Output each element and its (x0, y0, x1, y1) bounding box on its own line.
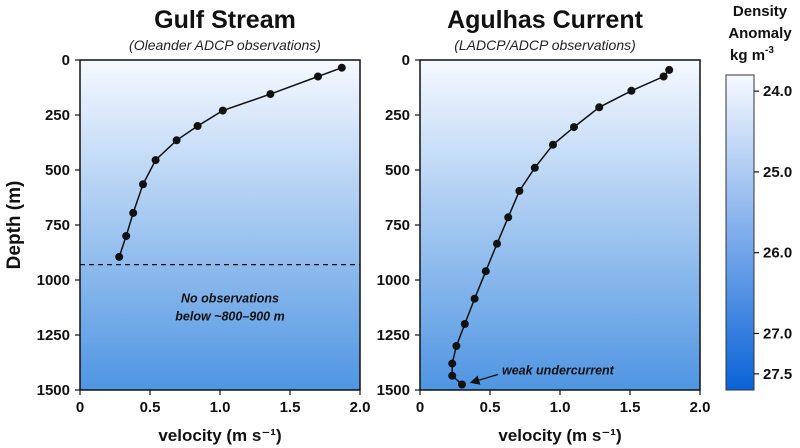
data-point (493, 239, 501, 248)
x-tick-label: 2.0 (690, 399, 711, 416)
data-point (627, 86, 636, 95)
data-point (452, 342, 461, 350)
data-point (172, 136, 181, 145)
data-point (448, 371, 457, 380)
y-tick-label: 0 (402, 52, 410, 69)
data-point (139, 180, 147, 189)
data-point (530, 163, 539, 172)
x-tick-label: 1.0 (210, 399, 231, 416)
colorbar-title-line-3: kg m-3 (730, 45, 774, 64)
y-axis-ticks: 0 250 500 750 1000 1250 1500 (377, 52, 420, 399)
data-point (515, 186, 524, 195)
x-tick-label: 2.0 (350, 399, 371, 416)
y-tick-label: 1500 (37, 382, 70, 399)
data-point (122, 232, 131, 240)
y-tick-label: 1250 (377, 327, 410, 344)
data-point (193, 122, 202, 130)
x-axis-ticks: 0 0.5 1.0 1.5 2.0 (416, 390, 711, 416)
x-tick-label: 0 (76, 399, 84, 416)
data-point (470, 294, 479, 303)
annotation-arrow (469, 373, 499, 385)
colorbar-title-line-1: Density (733, 3, 788, 20)
y-axis-label: Depth (m) (4, 181, 25, 270)
panel-subtitle: (LADCP/ADCP observations) (454, 37, 636, 53)
x-tick-label: 1.0 (550, 399, 571, 416)
density-colorbar: Density Anomaly kg m-3 24.025.026.027.02… (725, 3, 792, 391)
y-tick-label: 500 (385, 162, 410, 179)
x-axis-ticks: 0 0.5 1.0 1.5 2.0 (76, 390, 371, 416)
colorbar-tick-label: 24.0 (763, 83, 792, 100)
data-point (151, 156, 160, 165)
agulhas-current-panel: Agulhas Current (LADCP/ADCP observations… (377, 6, 711, 445)
colorbar-gradient (725, 74, 755, 391)
data-point (549, 140, 557, 149)
data-point (570, 123, 578, 132)
data-point (314, 72, 322, 81)
data-point (460, 320, 469, 328)
colorbar-tick-label: 27.5 (763, 366, 792, 383)
data-point (504, 213, 513, 222)
panel-subtitle: (Oleander ADCP observations) (129, 37, 321, 53)
colorbar-ticks: 24.0 25.0 26.0 27.0 27.5 (754, 83, 792, 383)
x-axis-label: velocity (m s⁻¹) (498, 426, 621, 445)
x-tick-label: 0.5 (140, 399, 161, 416)
y-tick-label: 500 (45, 162, 70, 179)
velocity-points (448, 65, 674, 389)
y-axis-ticks: 0 250 500 750 1000 1250 1500 (37, 52, 80, 399)
y-tick-label: 250 (385, 107, 410, 124)
annotation-line-2: below ~800–900 m (175, 310, 284, 324)
y-tick-label: 1000 (377, 272, 410, 289)
velocity-points (115, 63, 346, 261)
y-tick-label: 1000 (37, 272, 70, 289)
data-point (129, 208, 138, 217)
data-point (115, 252, 124, 261)
x-tick-label: 1.5 (620, 399, 641, 416)
y-tick-label: 250 (45, 107, 70, 124)
data-point (218, 106, 227, 115)
data-point (595, 103, 604, 112)
data-point (337, 63, 346, 72)
x-tick-label: 1.5 (280, 399, 301, 416)
colorbar-title-line-2: Anomaly (728, 25, 792, 42)
gulf-stream-panel: Gulf Stream (Oleander ADCP observations)… (4, 6, 370, 445)
x-tick-label: 0 (416, 399, 424, 416)
panel-title: Gulf Stream (154, 6, 296, 34)
data-point (448, 359, 457, 368)
y-tick-label: 1500 (377, 382, 410, 399)
undercurrent-annotation: weak undercurrent (502, 364, 615, 378)
colorbar-tick-label: 26.0 (763, 245, 792, 262)
annotation-line-1: No observations (181, 292, 279, 306)
data-point (481, 267, 490, 276)
x-tick-label: 0.5 (480, 399, 501, 416)
y-tick-label: 1250 (37, 327, 70, 344)
data-point (458, 380, 466, 389)
plot-background (420, 60, 700, 390)
data-point (659, 72, 668, 81)
colorbar-tick-label: 27.0 (763, 325, 792, 342)
y-tick-label: 0 (62, 52, 70, 69)
x-axis-label: velocity (m s⁻¹) (158, 426, 281, 445)
plot-background (80, 60, 360, 390)
panel-title: Agulhas Current (447, 6, 644, 34)
y-tick-label: 750 (385, 217, 410, 234)
data-point (266, 90, 275, 99)
data-point (665, 65, 674, 74)
y-tick-label: 750 (45, 217, 70, 234)
colorbar-tick-label: 25.0 (763, 164, 792, 181)
